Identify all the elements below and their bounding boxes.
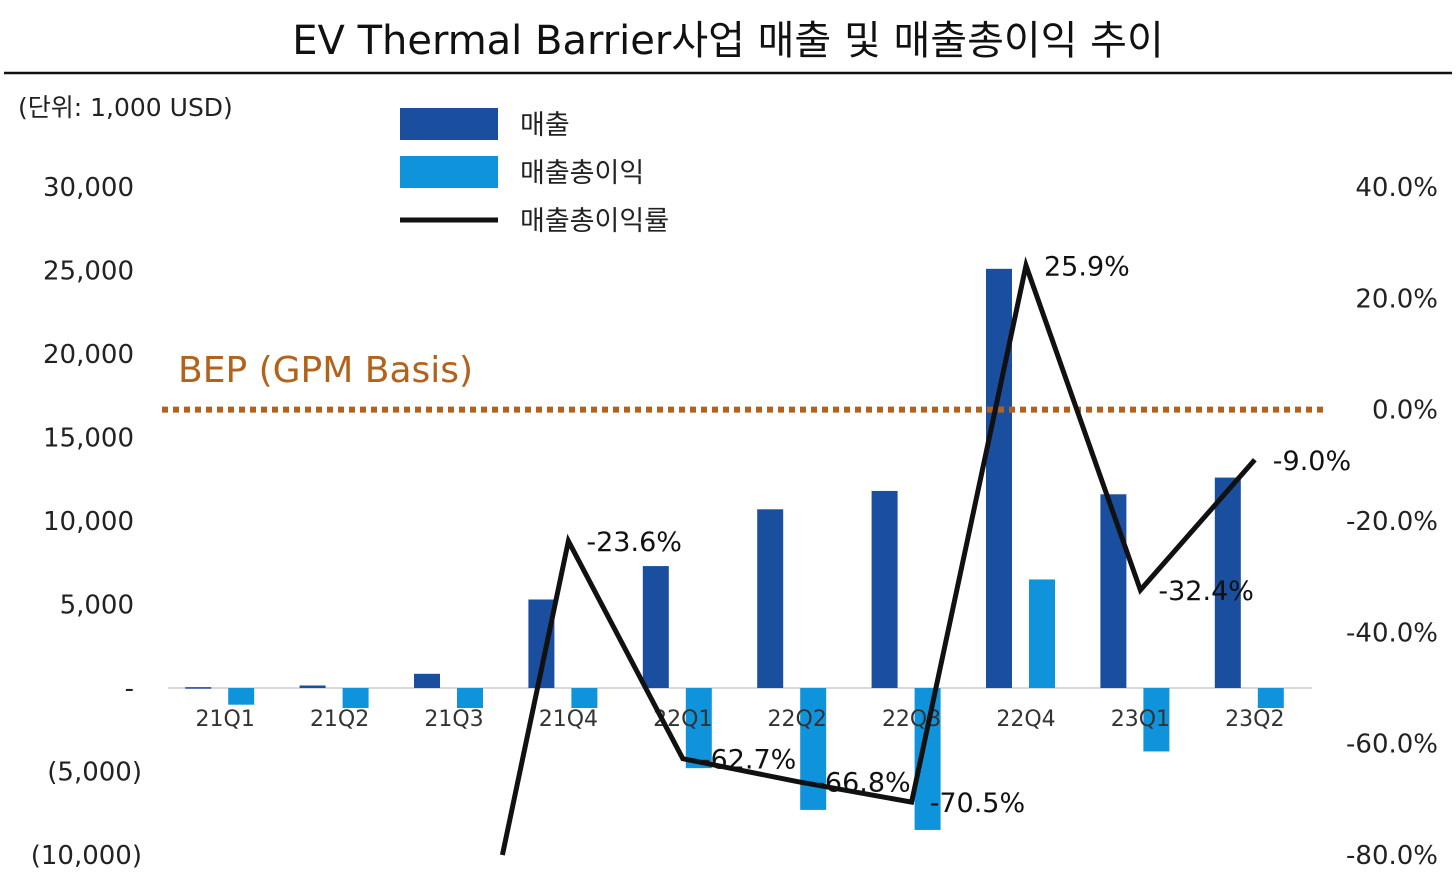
gpm-data-label: 25.9% [1044, 251, 1130, 282]
x-tick-label: 23Q2 [1225, 707, 1284, 732]
right-tick-label: 0.0% [1372, 396, 1438, 426]
gpm-data-label: -70.5% [930, 788, 1026, 819]
revenue-bar [185, 687, 212, 689]
gross-profit-bar [342, 688, 369, 709]
revenue-bar [757, 509, 784, 688]
gross-profit-bar [571, 688, 598, 709]
right-tick-label: -20.0% [1346, 507, 1438, 537]
gpm-data-label: -62.7% [701, 745, 797, 776]
revenue-bar [986, 268, 1012, 688]
x-axis: 21Q1 21Q2 21Q3 21Q4 22Q1 22Q2 22Q3 22Q4 23Q1 23Q2 [196, 707, 1285, 732]
right-tick-label: -60.0% [1346, 730, 1438, 760]
revenue-bar [642, 566, 669, 688]
right-tick-label: 20.0% [1355, 284, 1438, 314]
revenue-bar [1214, 477, 1241, 688]
gross-profit-bar [800, 688, 827, 810]
gpm-data-label: -9.0% [1273, 446, 1351, 477]
gpm-data-label: -32.4% [1158, 576, 1254, 607]
x-tick-label: 21Q3 [424, 707, 483, 732]
x-tick-label: 21Q2 [310, 707, 369, 732]
left-tick-label: 25,000 [43, 257, 134, 287]
gpm-data-label: -23.6% [586, 527, 682, 558]
gpm-data-label: -66.8% [815, 768, 911, 799]
gpm-data-labels: -23.6% -62.7% -66.8% -70.5% 25.9% -32.4% -9.0% [586, 251, 1351, 819]
gross-profit-bar [1143, 688, 1170, 752]
gross-profit-bar [228, 688, 255, 705]
legend-swatch-gross-profit [400, 156, 498, 188]
gross-profit-bar [1029, 579, 1055, 688]
left-tick-label: 10,000 [43, 507, 134, 537]
right-tick-label: -40.0% [1346, 618, 1438, 648]
bep-label: BEP (GPM Basis) [178, 350, 473, 391]
revenue-bar [871, 490, 898, 688]
legend-label-gpm: 매출총이익률 [520, 206, 669, 237]
legend-swatch-revenue [400, 108, 498, 140]
left-axis: 30,000 25,000 20,000 15,000 10,000 5,000 - (5,0… [31, 173, 142, 871]
revenue-bar [414, 673, 440, 688]
bep-reference: BEP (GPM Basis) [162, 350, 1326, 413]
x-tick-label: 22Q4 [996, 707, 1055, 732]
gpm-line [499, 256, 1257, 856]
left-tick-label: 30,000 [43, 173, 134, 203]
bars [185, 268, 1284, 830]
left-tick-label: (10,000) [31, 841, 142, 871]
right-tick-label: -80.0% [1346, 841, 1438, 871]
chart-title: EV Thermal Barrier사업 매출 및 매출총이익 추이 [292, 18, 1164, 64]
left-tick-label: (5,000) [47, 758, 142, 788]
left-tick-label: 20,000 [43, 340, 134, 370]
gross-profit-bar [1257, 688, 1284, 709]
revenue-bar [299, 685, 326, 688]
unit-label: (단위: 1,000 USD) [18, 93, 233, 122]
legend-label-gross-profit: 매출총이익 [520, 158, 644, 189]
revenue-bar [1100, 494, 1127, 688]
left-tick-label: 5,000 [60, 591, 134, 621]
right-axis: 40.0% 20.0% 0.0% -20.0% -40.0% -60.0% -80.0% [1346, 173, 1438, 871]
legend-label-revenue: 매출 [520, 110, 570, 141]
gross-profit-bar [457, 688, 483, 709]
x-tick-label: 22Q2 [768, 707, 827, 732]
legend: 매출 매출총이익 매출총이익률 [400, 108, 669, 237]
left-tick-label: - [125, 674, 134, 704]
x-tick-label: 23Q1 [1111, 707, 1170, 732]
gross-profit-bar [685, 688, 712, 769]
right-tick-label: 40.0% [1355, 173, 1438, 203]
x-tick-label: 21Q4 [539, 707, 598, 732]
left-tick-label: 15,000 [43, 424, 134, 454]
gpm-polyline [499, 256, 1257, 856]
x-tick-label: 21Q1 [196, 707, 255, 732]
